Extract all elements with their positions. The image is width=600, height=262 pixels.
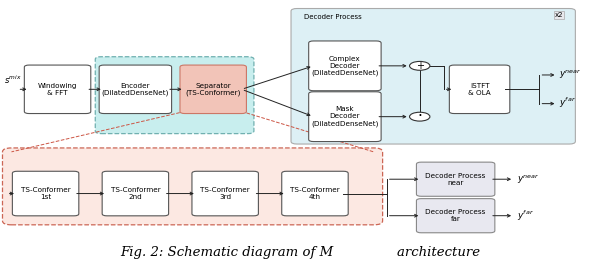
Text: $y^{near}$: $y^{near}$ (517, 172, 539, 186)
Text: TS-Conformer
2nd: TS-Conformer 2nd (110, 187, 160, 200)
Text: x2: x2 (555, 12, 563, 18)
Text: $y^{far}$: $y^{far}$ (517, 209, 534, 223)
Text: Decoder Process: Decoder Process (304, 14, 362, 20)
Text: +: + (416, 61, 424, 71)
FancyBboxPatch shape (308, 41, 381, 91)
Circle shape (410, 61, 430, 70)
FancyBboxPatch shape (95, 57, 254, 134)
Circle shape (410, 112, 430, 121)
FancyBboxPatch shape (180, 65, 247, 113)
Text: Separator
(TS-Conformer): Separator (TS-Conformer) (185, 83, 241, 96)
Text: Windowing
& FFT: Windowing & FFT (38, 83, 77, 96)
FancyBboxPatch shape (102, 171, 169, 216)
FancyBboxPatch shape (282, 171, 348, 216)
Text: ISTFT
& OLA: ISTFT & OLA (468, 83, 491, 96)
FancyBboxPatch shape (99, 65, 172, 113)
FancyBboxPatch shape (449, 65, 510, 113)
Text: TS-Conformer
3rd: TS-Conformer 3rd (200, 187, 250, 200)
Text: $s^{mix}$: $s^{mix}$ (4, 74, 22, 86)
Text: TS-Conformer
4th: TS-Conformer 4th (290, 187, 340, 200)
Text: Fig. 2: Schematic diagram of M               architecture: Fig. 2: Schematic diagram of M architect… (120, 246, 480, 259)
Text: ·: · (417, 109, 422, 124)
FancyBboxPatch shape (416, 162, 495, 196)
Text: $y^{near}$: $y^{near}$ (559, 67, 582, 81)
FancyBboxPatch shape (291, 8, 575, 144)
FancyBboxPatch shape (13, 171, 79, 216)
FancyBboxPatch shape (25, 65, 91, 113)
FancyBboxPatch shape (416, 199, 495, 233)
Text: Decoder Process
near: Decoder Process near (425, 173, 486, 186)
Text: $y^{far}$: $y^{far}$ (559, 96, 576, 110)
Text: Mask
Decoder
(DilatedDenseNet): Mask Decoder (DilatedDenseNet) (311, 106, 379, 127)
Text: TS-Conformer
1st: TS-Conformer 1st (21, 187, 70, 200)
FancyBboxPatch shape (308, 92, 381, 141)
Text: Decoder Process
far: Decoder Process far (425, 209, 486, 222)
FancyBboxPatch shape (192, 171, 259, 216)
FancyBboxPatch shape (2, 148, 383, 225)
Text: Complex
Decoder
(DilatedDenseNet): Complex Decoder (DilatedDenseNet) (311, 56, 379, 76)
Text: Encoder
(DilatedDenseNet): Encoder (DilatedDenseNet) (101, 83, 169, 96)
